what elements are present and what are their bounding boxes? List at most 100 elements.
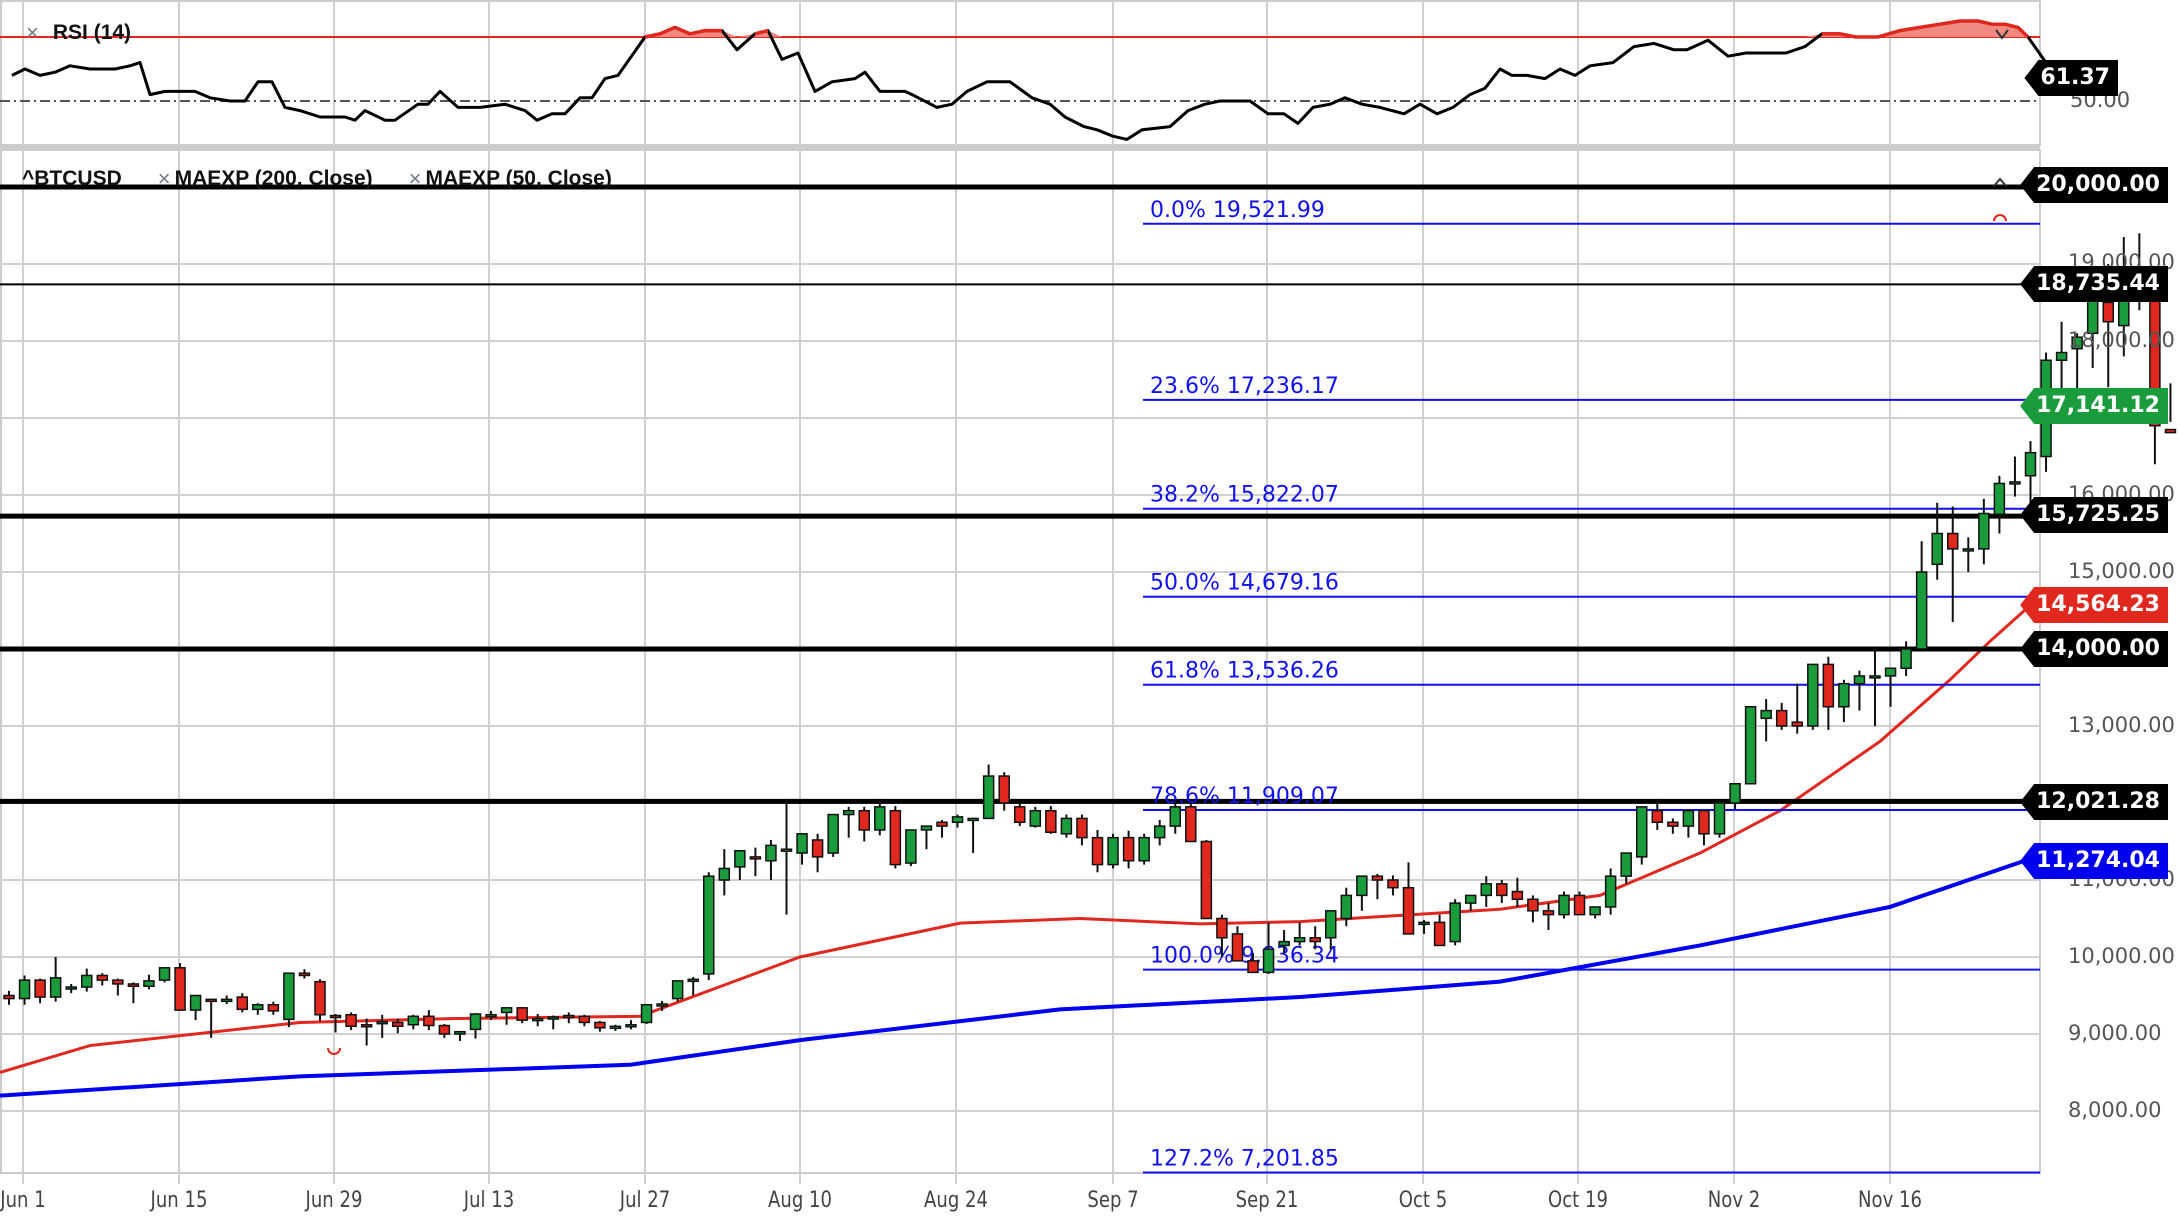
candle-down — [392, 1021, 404, 1028]
swing-low-marker-icon — [327, 1047, 341, 1055]
candle-up — [905, 829, 917, 864]
candle-up — [469, 1013, 482, 1031]
candle-down — [345, 1014, 357, 1028]
candle-up — [1869, 675, 1881, 679]
candle-down — [2102, 301, 2114, 323]
remove-rsi-icon[interactable]: × — [26, 20, 39, 45]
candle-up — [1169, 806, 1181, 827]
candle-down — [936, 821, 948, 827]
candle-down — [1402, 886, 1415, 935]
candle-up — [500, 1007, 513, 1014]
candle-up — [1620, 852, 1632, 877]
candle-up — [1682, 809, 1695, 827]
candle-up — [485, 1014, 497, 1018]
candle-up — [1604, 875, 1617, 908]
candle-up — [158, 967, 171, 981]
candle-up — [1464, 894, 1477, 904]
fib-level-label: 38.2% 15,822.07 — [1150, 483, 1339, 508]
candle-up — [1293, 937, 1306, 943]
price-tick-13000: 13,000.00 — [2068, 713, 2175, 737]
candle-down — [1200, 840, 1213, 920]
candle-down — [811, 839, 824, 858]
candle-down — [1511, 890, 1524, 900]
candle-down — [1014, 806, 1026, 823]
candle-down — [578, 1015, 591, 1024]
ma50-value-tag: 14,564.23 — [2020, 587, 2168, 623]
candle-up — [1884, 667, 1897, 677]
horizontal-levels[interactable] — [0, 184, 2040, 804]
x-label-oct-19: Oct 19 — [1548, 1188, 1608, 1213]
candle-up — [796, 833, 808, 854]
candlesticks — [3, 233, 2177, 1046]
candle-up — [827, 813, 839, 854]
candle-up — [18, 979, 31, 1000]
fibonacci-retracement[interactable]: 0.0% 19,521.99 23.6% 17,236.17 38.2% 15,82… — [1143, 198, 2040, 1174]
fib-level-label: 127.2% 7,201.85 — [1150, 1146, 1339, 1171]
candle-down — [1045, 809, 1057, 834]
candle-down — [205, 998, 217, 1003]
x-label-aug-10: Aug 10 — [768, 1188, 832, 1213]
x-label-nov-16: Nov 16 — [1858, 1188, 1922, 1213]
candle-up — [671, 980, 684, 1000]
candle-up — [1325, 910, 1337, 939]
caret-up-icon — [1993, 177, 2007, 187]
candle-down — [1791, 721, 1803, 727]
candle-up — [1558, 894, 1570, 916]
candle-up — [1744, 706, 1757, 785]
price-tick-15000: 15,000.00 — [2068, 559, 2175, 583]
candle-up — [734, 849, 746, 868]
candle-up — [143, 980, 155, 988]
candle-up — [874, 806, 886, 831]
candle-down — [1216, 917, 1228, 939]
candle-up — [1356, 875, 1368, 897]
candle-down — [438, 1024, 451, 1035]
candle-down — [1309, 937, 1321, 943]
remove-ma200-icon[interactable]: × — [157, 166, 171, 191]
candle-up — [1900, 648, 1912, 669]
candle-up — [1418, 921, 1430, 926]
rsi-line — [11, 19, 2076, 141]
candle-down — [1698, 809, 1710, 835]
remove-ma50-icon[interactable]: × — [408, 166, 422, 191]
ma200-label: MAEXP (200, Close) — [174, 167, 373, 190]
candle-down — [1231, 933, 1244, 962]
candle-up — [1713, 802, 1726, 835]
ma200-value-tag: 11,274.04 — [2020, 843, 2168, 879]
x-label-sep-21: Sep 21 — [1235, 1188, 1299, 1213]
candle-down — [112, 979, 124, 985]
candle-up — [531, 1017, 544, 1022]
candle-up — [1153, 825, 1166, 839]
candle-up — [920, 825, 933, 831]
candle-down — [858, 809, 870, 831]
panel-divider[interactable] — [0, 145, 2040, 150]
price-tick-9000: 9,000.00 — [2068, 1021, 2162, 1045]
x-label-aug-24: Aug 24 — [924, 1188, 988, 1213]
candle-down — [1775, 709, 1788, 727]
candle-up — [2055, 351, 2068, 361]
candle-up — [1915, 571, 1928, 650]
swing-high-marker-icon — [1993, 214, 2007, 222]
candle-down — [998, 775, 1010, 804]
x-label-jun-1: Jun 1 — [0, 1188, 46, 1213]
level-tag-20000: 20,000.00 — [2020, 167, 2168, 203]
x-label-jun-29: Jun 29 — [305, 1188, 363, 1213]
candle-up — [640, 1003, 653, 1024]
legend-item-ma50: × MAEXP (50, Close) — [409, 166, 612, 192]
candle-up — [1962, 548, 1975, 552]
candle-down — [329, 1014, 342, 1019]
x-label-oct-5: Oct 5 — [1398, 1188, 1448, 1213]
candle-down — [96, 974, 109, 981]
price-tick-8000: 8,000.00 — [2068, 1098, 2162, 1122]
candle-up — [967, 817, 979, 822]
candle-down — [889, 809, 902, 866]
candle-up — [1138, 836, 1150, 862]
price-tick-18000: 18,000.00 — [2068, 328, 2175, 352]
candle-up — [1589, 906, 1601, 916]
candle-down — [1651, 809, 1664, 824]
candle-down — [298, 972, 311, 977]
ma50-label: MAEXP (50, Close) — [425, 167, 612, 190]
rsi-cross-marker-icon — [1995, 29, 2009, 40]
x-label-nov-2: Nov 2 — [1707, 1188, 1761, 1213]
candle-up — [49, 977, 62, 998]
